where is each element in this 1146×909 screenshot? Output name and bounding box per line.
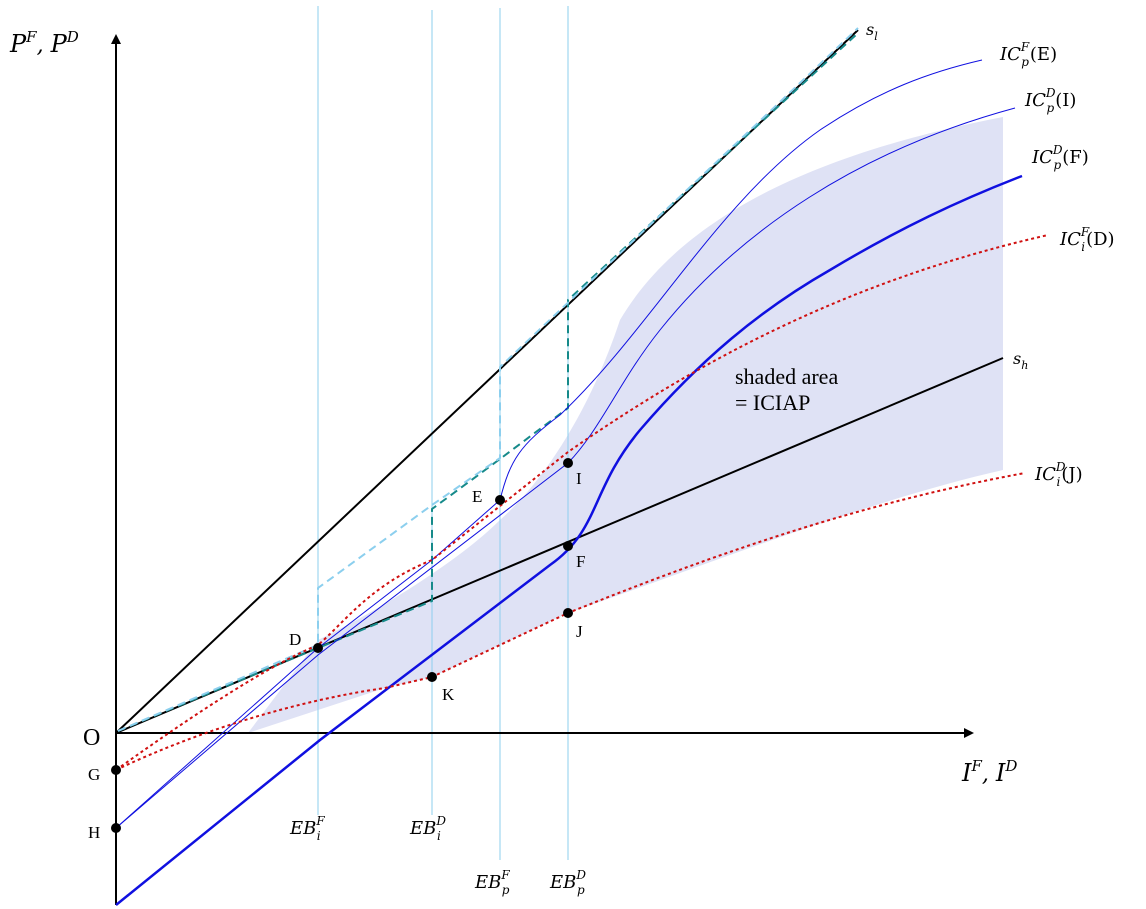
point-d <box>313 643 323 653</box>
label-h: H <box>88 823 100 842</box>
point-e <box>495 495 505 505</box>
point-f <box>563 541 573 551</box>
point-h <box>111 823 121 833</box>
annotation-line2: = ICIAP <box>735 390 810 415</box>
label-d: D <box>289 630 301 649</box>
sl-label: sl <box>866 20 878 43</box>
label-eb-i-d: EBD i <box>409 814 446 843</box>
label-eb-p-f: EBF p <box>474 868 510 897</box>
label-eb-p-d: EBD p <box>549 868 586 897</box>
point-j <box>563 608 573 618</box>
label-i: I <box>576 469 582 488</box>
label-f: F <box>576 552 585 571</box>
label-e: E <box>472 487 482 506</box>
label-k: K <box>442 685 455 704</box>
ic-i-d-j-curve <box>115 472 1026 771</box>
label-ic-p-d-i: ICD p(I) <box>1024 86 1076 115</box>
ic-p-d-f-curve <box>115 174 1023 906</box>
point-g <box>111 765 121 775</box>
point-k <box>427 672 437 682</box>
label-j: J <box>576 622 583 641</box>
label-ic-i-f-d: ICF i(D) <box>1059 225 1115 254</box>
y-axis-label: PF, PD <box>9 28 79 58</box>
label-origin: O <box>83 725 100 751</box>
label-eb-i-f: EBF i <box>289 814 325 843</box>
label-ic-p-d-f: ICD p(F) <box>1031 143 1089 172</box>
ic-p-d-i-curve <box>115 107 1016 829</box>
sh-label: sh <box>1013 349 1028 372</box>
lightblue-dashed-path <box>117 27 859 732</box>
label-ic-i-d-j: ICD i(J) <box>1034 460 1083 489</box>
ic-i-f-d-curve <box>115 234 1049 771</box>
ic-p-f-e-curve <box>115 59 983 829</box>
label-ic-p-f-e: ICF p(E) <box>999 40 1057 69</box>
shaded-area <box>248 117 1003 733</box>
annotation-line1: shaded area <box>735 364 838 389</box>
point-i <box>563 458 573 468</box>
label-g: G <box>88 765 100 784</box>
sl-line <box>115 29 859 734</box>
x-axis-label: IF, ID <box>961 757 1017 787</box>
